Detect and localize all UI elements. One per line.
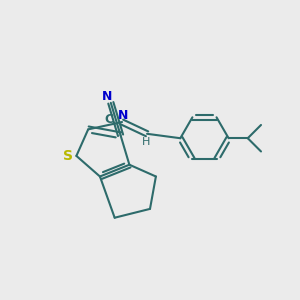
Text: H: H — [142, 137, 151, 147]
Text: S: S — [63, 149, 73, 163]
Text: C: C — [104, 113, 113, 126]
Text: N: N — [102, 90, 112, 103]
Text: N: N — [117, 109, 128, 122]
